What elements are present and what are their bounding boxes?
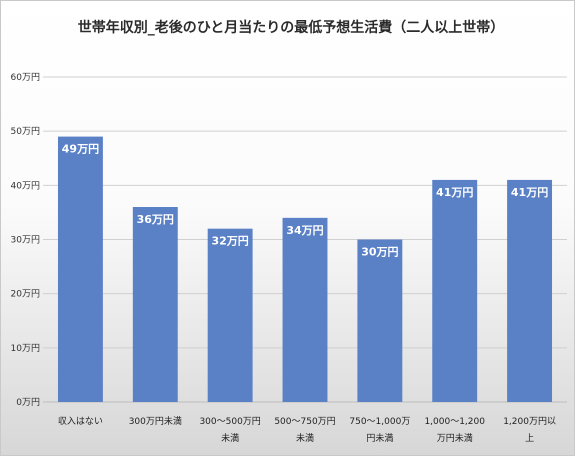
data-label: 34万円 <box>286 224 323 237</box>
x-tick-label: 300万円未満 <box>129 415 182 427</box>
data-labels: 49万円 36万円 32万円 34万円 30万円 41万円 41万円 <box>62 143 548 259</box>
x-tick-label: 収入はない <box>58 415 103 427</box>
y-tick-label: 0万円 <box>16 397 40 408</box>
y-tick-label: 10万円 <box>11 343 40 354</box>
data-label: 30万円 <box>361 246 398 259</box>
bar <box>507 179 553 402</box>
x-tick-label: 300～500万円 <box>199 416 260 427</box>
data-label: 36万円 <box>137 213 174 226</box>
y-tick-label: 50万円 <box>11 126 40 137</box>
y-tick-label: 20万円 <box>11 289 40 300</box>
x-tick-label: 万円未満 <box>437 432 473 444</box>
data-label: 41万円 <box>436 186 473 199</box>
data-label: 32万円 <box>211 235 248 248</box>
bar <box>132 207 178 402</box>
y-tick-label: 40万円 <box>11 180 40 191</box>
bar <box>57 136 103 403</box>
x-tick-label: 上 <box>525 433 534 444</box>
x-tick-label: 750～1,000万 <box>349 417 410 427</box>
y-axis-ticks: 0万円 10万円 20万円 30万円 40万円 50万円 60万円 <box>11 72 40 408</box>
chart-title: 世帯年収別_老後のひと月当たりの最低予想生活費（二人以上世帯） <box>77 20 505 36</box>
x-tick-label: 1,000～1,200 <box>424 417 485 427</box>
data-label: 49万円 <box>62 143 99 156</box>
x-axis-categories: 収入はない 300万円未満 300～500万円未満500～750万円未満750～1,… <box>58 415 556 444</box>
bar <box>432 179 478 402</box>
bar <box>282 217 328 402</box>
x-tick-label: 円未満 <box>366 432 393 444</box>
x-tick-label: 1,200万円以 <box>503 416 556 427</box>
x-tick-label: 未満 <box>221 432 239 444</box>
data-label: 41万円 <box>511 186 548 199</box>
x-tick-label: 500～750万円 <box>274 416 335 427</box>
bars <box>57 136 553 403</box>
x-tick-label: 未満 <box>296 432 314 444</box>
y-tick-label: 60万円 <box>11 72 40 83</box>
bar <box>357 239 403 402</box>
bar <box>207 228 253 402</box>
y-tick-label: 30万円 <box>11 235 40 246</box>
